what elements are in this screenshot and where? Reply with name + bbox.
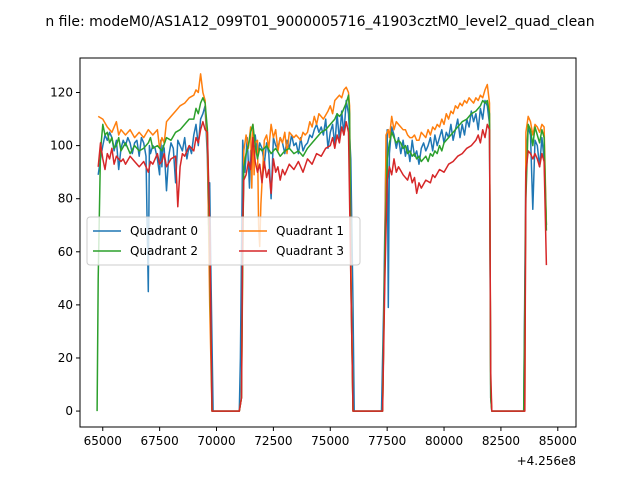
x-offset-label: +4.256e8 xyxy=(517,454,576,468)
legend-label-quadrant-3: Quadrant 3 xyxy=(276,244,344,258)
x-tick-label: 70000 xyxy=(197,434,235,448)
x-tick-label: 67500 xyxy=(141,434,179,448)
series-line-quadrant-3 xyxy=(97,120,548,412)
y-tick-label: 20 xyxy=(58,351,73,365)
series-line-quadrant-2 xyxy=(96,94,548,412)
x-tick-label: 80000 xyxy=(425,434,463,448)
plot-frame xyxy=(79,57,577,428)
series-line-quadrant-1 xyxy=(97,73,548,412)
chart-title: n file: modeM0/AS1A12_099T01_9000005716_… xyxy=(45,14,594,30)
y-tick-label: 40 xyxy=(58,298,73,312)
x-tick-label: 85000 xyxy=(539,434,577,448)
x-tick-label: 72500 xyxy=(254,434,292,448)
y-tick-label: 60 xyxy=(58,245,73,259)
series-line-quadrant-0 xyxy=(97,99,548,412)
legend-box xyxy=(86,216,361,266)
x-tick-label: 77500 xyxy=(368,434,406,448)
y-tick-label: 80 xyxy=(58,192,73,206)
legend-label-quadrant-0: Quadrant 0 xyxy=(130,224,198,238)
legend-label-quadrant-1: Quadrant 1 xyxy=(276,224,344,238)
y-axis: 0 20 40 60 80 100 120 xyxy=(50,86,80,418)
y-tick-label: 120 xyxy=(50,86,73,100)
legend-label-quadrant-2: Quadrant 2 xyxy=(130,244,198,258)
y-tick-label: 100 xyxy=(50,139,73,153)
x-axis: 65000 67500 70000 72500 75000 77500 80000 82500… xyxy=(84,427,577,448)
x-tick-label: 65000 xyxy=(84,434,122,448)
legend: Quadrant 0 Quadrant 1 Quadrant 2 Quadrant 3 xyxy=(86,216,361,266)
x-tick-label: 75000 xyxy=(311,434,349,448)
series-layer xyxy=(96,73,548,412)
x-tick-label: 82500 xyxy=(482,434,520,448)
y-tick-label: 0 xyxy=(65,404,73,418)
